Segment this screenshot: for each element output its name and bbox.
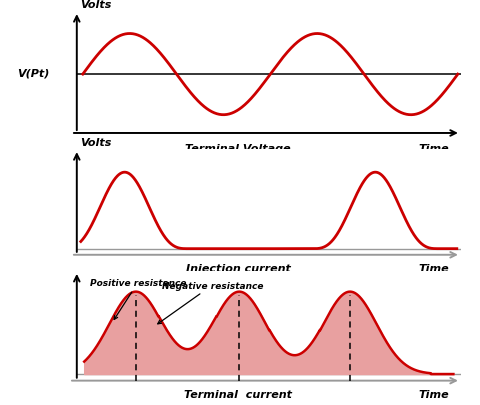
Text: Time: Time [419, 264, 449, 273]
Text: Positive resistance: Positive resistance [90, 278, 186, 320]
Text: Time: Time [419, 390, 449, 399]
Text: Negative resistance: Negative resistance [158, 281, 263, 324]
Text: Terminal  current: Terminal current [184, 390, 292, 399]
Text: Volts: Volts [81, 0, 112, 10]
Text: Terminal Voltage: Terminal Voltage [185, 143, 291, 153]
Text: Time: Time [419, 143, 449, 153]
Text: Volts: Volts [81, 138, 112, 148]
Text: V(Pt): V(Pt) [18, 68, 50, 78]
Text: Injection current: Injection current [186, 264, 290, 273]
